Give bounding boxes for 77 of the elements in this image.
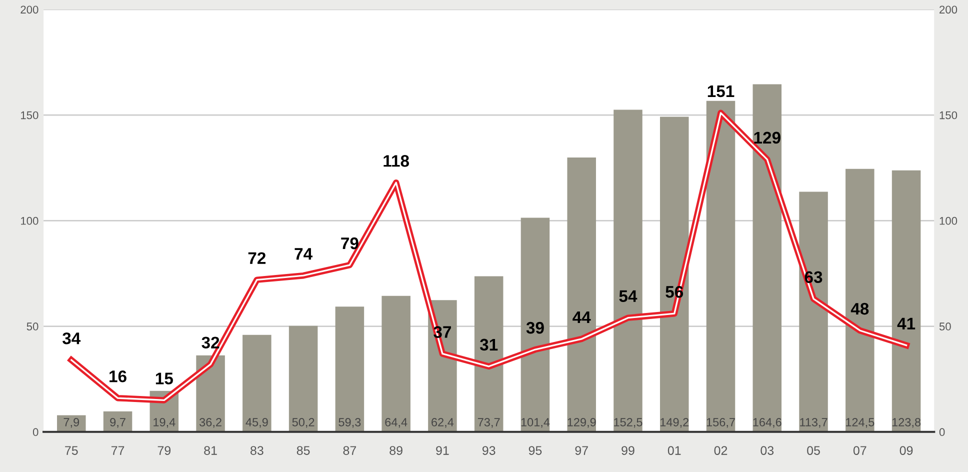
data-label: 79 bbox=[341, 237, 358, 250]
x-tick-label: 91 bbox=[436, 446, 449, 455]
data-label: 39 bbox=[526, 322, 544, 334]
data-label: 44 bbox=[572, 312, 591, 323]
bar bbox=[614, 110, 642, 432]
y2-tick-label: 0 bbox=[939, 428, 945, 436]
data-label: 45,9 bbox=[246, 418, 268, 428]
data-label: 19,4 bbox=[154, 418, 176, 428]
y2-tick-label: 200 bbox=[940, 6, 958, 14]
y2-tick-label: 50 bbox=[939, 322, 951, 330]
y-tick-label: 200 bbox=[20, 6, 38, 14]
y-tick-label: 50 bbox=[26, 322, 38, 330]
data-label: 129,9 bbox=[568, 418, 596, 428]
bar bbox=[799, 192, 828, 432]
x-tick-label: 87 bbox=[343, 446, 356, 455]
data-label: 149,2 bbox=[660, 418, 689, 428]
y-tick-label: 150 bbox=[21, 111, 38, 120]
data-label: 36,2 bbox=[200, 418, 222, 428]
data-label: 113,7 bbox=[800, 418, 828, 428]
data-label: 41 bbox=[897, 318, 916, 330]
data-label: 32 bbox=[202, 336, 220, 349]
data-label: 151 bbox=[708, 86, 734, 98]
bar bbox=[752, 84, 782, 432]
data-label: 74 bbox=[294, 248, 312, 260]
bar bbox=[335, 306, 364, 432]
x-tick-label: 77 bbox=[111, 446, 124, 455]
bar bbox=[892, 170, 921, 432]
bar bbox=[846, 168, 874, 432]
bar bbox=[567, 158, 596, 432]
x-tick-label: 01 bbox=[668, 446, 681, 455]
data-label: 15 bbox=[156, 372, 173, 384]
data-label: 164,6 bbox=[753, 418, 782, 428]
y2-tick-label: 150 bbox=[940, 111, 958, 120]
data-label: 48 bbox=[850, 302, 869, 315]
bar bbox=[474, 276, 504, 432]
x-tick-label: 99 bbox=[622, 446, 634, 455]
x-tick-label: 81 bbox=[204, 446, 217, 455]
data-label: 124,5 bbox=[846, 418, 874, 428]
bar bbox=[520, 218, 550, 432]
x-tick-label: 75 bbox=[65, 446, 78, 455]
x-tick-label: 09 bbox=[900, 446, 913, 455]
bar bbox=[706, 100, 736, 432]
data-label: 73,7 bbox=[478, 418, 500, 428]
x-tick-label: 93 bbox=[482, 446, 496, 455]
data-label: 9,7 bbox=[110, 418, 126, 428]
x-tick-label: 95 bbox=[528, 446, 542, 455]
data-label: 59,3 bbox=[338, 418, 361, 428]
bar bbox=[660, 116, 689, 432]
x-tick-label: 79 bbox=[158, 446, 171, 455]
bar bbox=[382, 296, 410, 432]
x-tick-label: 03 bbox=[760, 446, 774, 455]
x-tick-label: 02 bbox=[714, 446, 728, 455]
x-tick-label: 05 bbox=[807, 446, 820, 455]
y2-tick-label: 100 bbox=[940, 216, 958, 225]
data-label: 72 bbox=[248, 252, 266, 264]
x-tick-label: 97 bbox=[575, 446, 588, 455]
x-tick-label: 85 bbox=[296, 446, 310, 455]
bar bbox=[288, 326, 318, 432]
data-label: 50,2 bbox=[292, 418, 314, 428]
data-label: 123,8 bbox=[892, 418, 921, 428]
y-tick-label: 100 bbox=[21, 216, 38, 225]
x-tick-label: 07 bbox=[853, 446, 866, 455]
data-label: 16 bbox=[110, 370, 126, 382]
data-label: 118 bbox=[384, 155, 410, 167]
x-tick-label: 83 bbox=[250, 446, 264, 455]
data-label: 7,9 bbox=[64, 418, 80, 428]
data-label: 62,4 bbox=[432, 418, 454, 428]
data-label: 129 bbox=[754, 132, 780, 144]
y-tick-label: 0 bbox=[32, 428, 38, 436]
data-label: 54 bbox=[619, 290, 638, 302]
data-label: 152,5 bbox=[614, 418, 642, 428]
data-label: 156,7 bbox=[706, 418, 735, 428]
data-label: 64,4 bbox=[385, 418, 408, 428]
bar bbox=[242, 334, 272, 432]
data-label: 34 bbox=[62, 332, 81, 344]
x-tick-label: 89 bbox=[390, 446, 402, 455]
data-label: 31 bbox=[480, 338, 498, 351]
